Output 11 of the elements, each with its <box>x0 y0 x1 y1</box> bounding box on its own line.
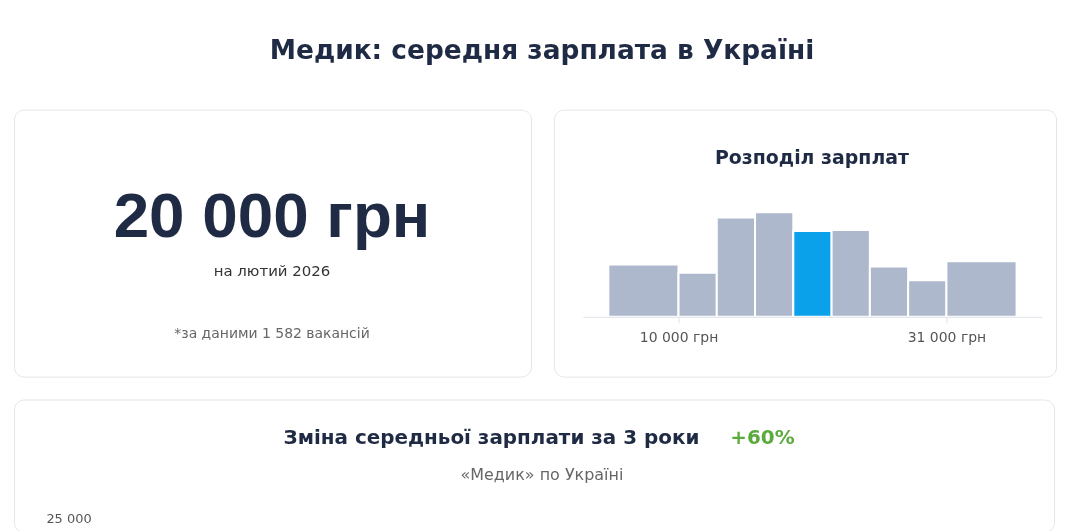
text: 20 000 грн <box>113 179 431 252</box>
chart-title: Розподіл зарплат <box>714 146 909 169</box>
text: «Медик» по Україні <box>460 465 624 485</box>
x-tick-label: 31 000 грн <box>907 329 987 346</box>
text: Зміна середньої зарплати за 3 роки <box>283 426 700 450</box>
text: на лютий 2026 <box>213 261 331 280</box>
text: 25 000 <box>46 511 92 527</box>
text: *за даними 1 582 вакансій <box>174 324 370 341</box>
text: Медик: середня зарплата в Україні <box>269 33 815 65</box>
x-tick-label: 10 000 грн <box>639 329 719 346</box>
text: +60% <box>730 426 795 450</box>
